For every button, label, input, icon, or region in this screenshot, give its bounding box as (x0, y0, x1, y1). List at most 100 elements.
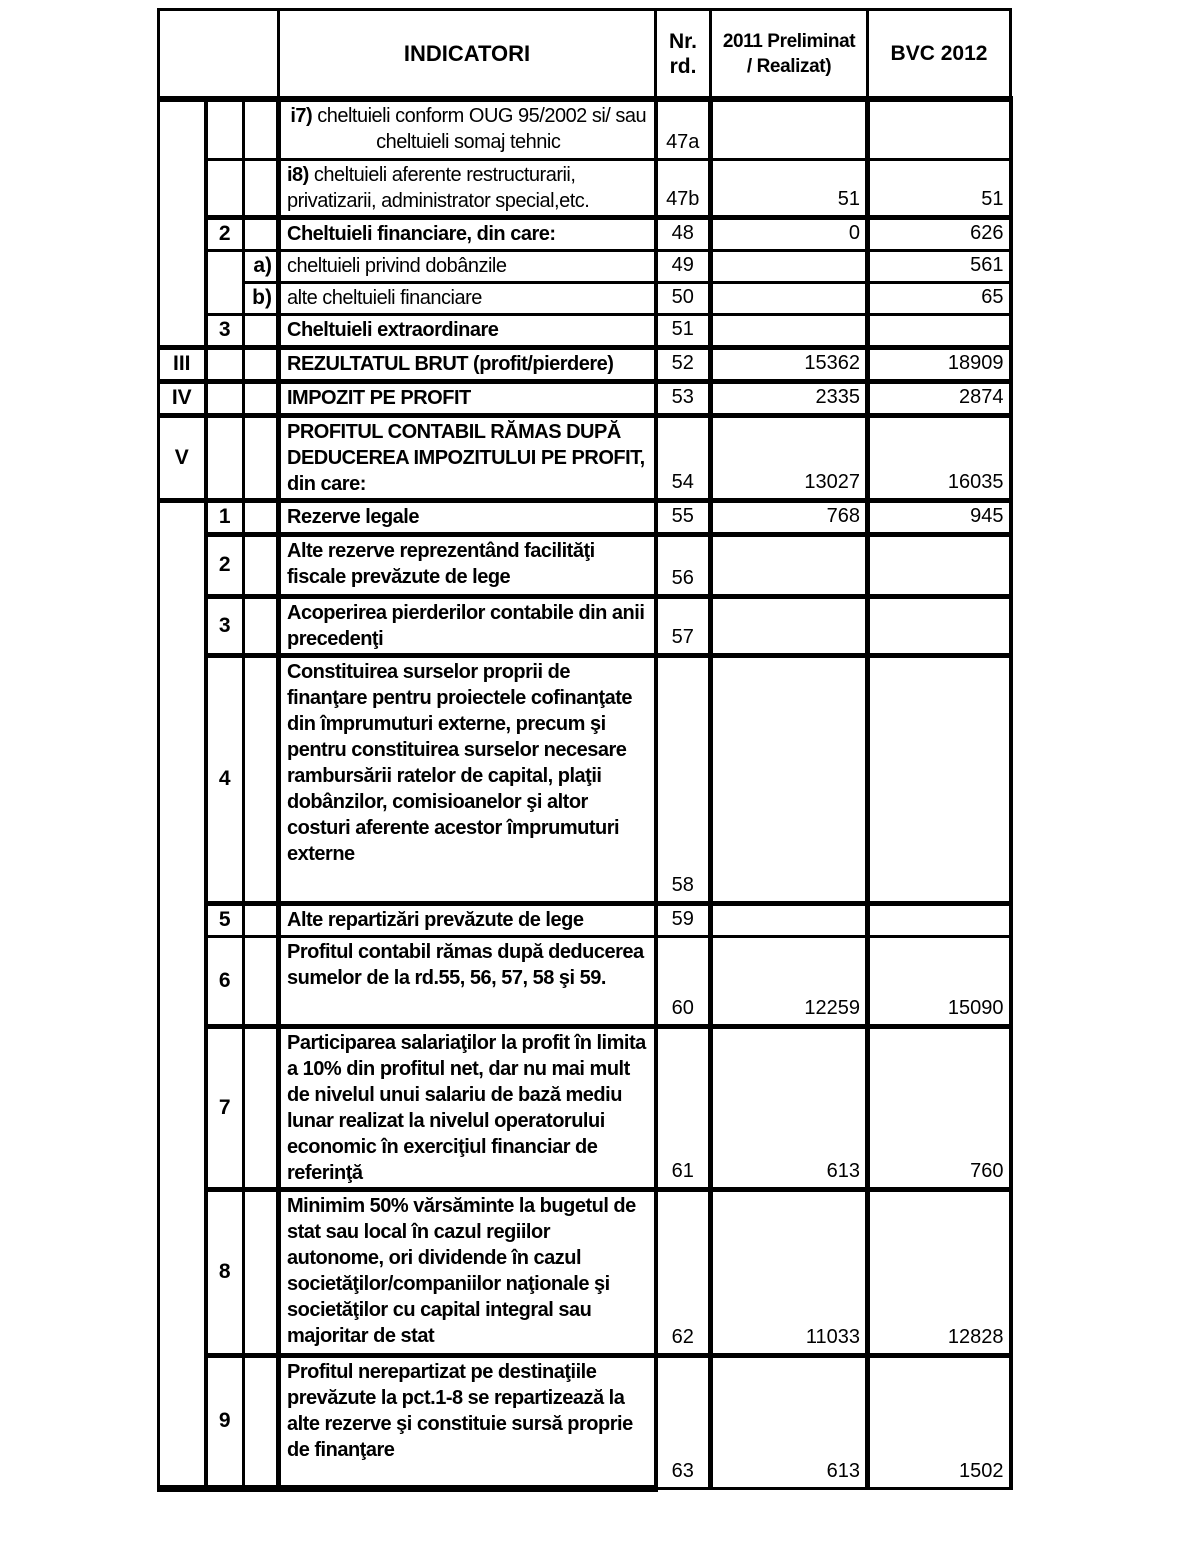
cell-nr-rd: 60 (654, 934, 713, 1028)
cell-num: 5 (204, 900, 245, 938)
cell-2011 (709, 593, 870, 657)
cell-nr-rd: 55 (654, 497, 713, 536)
cell-bvc2012: 1502 (866, 1352, 1013, 1490)
cell-indicator: Profitul nerepartizat pe destinaţiile pr… (277, 1352, 658, 1492)
cell-letter (242, 344, 281, 383)
cell-2011: 13027 (709, 412, 870, 502)
cell-letter (242, 531, 281, 598)
cell-2011 (709, 97, 870, 161)
cell-bvc2012: 760 (866, 1023, 1013, 1191)
cell-bvc2012: 561 (866, 248, 1013, 284)
cell-num (204, 97, 245, 161)
header-empty-cell (157, 8, 280, 102)
row-47b: i8) cheltuieli aferente restructurarii, … (159, 157, 1013, 219)
cell-2011 (709, 652, 870, 905)
cell-indicator: Alte rezerve reprezentând facilităţi fis… (277, 531, 658, 598)
cell-letter: b) (242, 280, 281, 316)
cell-bvc2012: 18909 (866, 344, 1013, 383)
cell-bvc2012 (866, 97, 1013, 161)
column-header-nr-rd: Nr. rd. (654, 8, 712, 102)
cell-num-merged (204, 248, 245, 316)
cell-letter (242, 1023, 281, 1191)
cell-nr-rd: 61 (654, 1023, 713, 1191)
cell-letter (242, 497, 281, 536)
cell-letter (242, 214, 281, 252)
cell-bvc2012: 65 (866, 280, 1013, 316)
cell-2011: 12259 (709, 934, 870, 1028)
row-58: 4 Constituirea surselor proprii de finan… (159, 652, 1013, 905)
cell-2011: 613 (709, 1023, 870, 1191)
cell-indicator: Alte repartizări prevăzute de lege (277, 900, 658, 938)
cell-nr-rd: 63 (654, 1352, 713, 1490)
row-47a: i7) cheltuieli conform OUG 95/2002 si/ s… (157, 97, 1013, 349)
cell-indicator: REZULTATUL BRUT (profit/pierdere) (277, 344, 658, 383)
cell-indicator: Rezerve legale (277, 497, 658, 536)
cell-letter (242, 1186, 281, 1357)
cell-indicator: IMPOZIT PE PROFIT (277, 378, 658, 417)
cell-2011 (709, 531, 870, 598)
cell-2011: 0 (709, 214, 870, 252)
cell-num (204, 378, 245, 417)
cell-indicator: Cheltuieli financiare, din care: (277, 214, 658, 252)
cell-nr-rd: 58 (654, 652, 713, 905)
cell-indicator: Cheltuieli extraordinare (277, 312, 658, 349)
cell-num: 1 (204, 497, 245, 536)
cell-nr-rd: 50 (654, 280, 713, 316)
cell-num: 8 (204, 1186, 245, 1357)
cell-bvc2012 (866, 652, 1013, 905)
cell-letter (242, 593, 281, 657)
row-57: 3 Acoperirea pierderilor contabile din a… (159, 593, 1013, 657)
cell-num: 2 (204, 531, 245, 598)
cell-2011: 768 (709, 497, 870, 536)
cell-bvc2012: 945 (866, 497, 1013, 536)
cell-indicator: alte cheltuieli financiare (277, 280, 658, 316)
cell-letter (242, 652, 281, 905)
cell-indicator: cheltuieli privind dobânzile (277, 248, 658, 284)
cell-roman-group-ii (157, 97, 208, 349)
cell-2011: 15362 (709, 344, 870, 383)
cell-roman-group-v (157, 497, 208, 1492)
cell-bvc2012 (866, 312, 1013, 349)
row-59: 5 Alte repartizări prevăzute de lege 59 (159, 900, 1013, 938)
cell-2011 (709, 280, 870, 316)
cell-nr-rd: 54 (654, 412, 713, 502)
row-56: 2 Alte rezerve reprezentând facilităţi f… (159, 531, 1013, 598)
cell-letter (242, 934, 281, 1028)
cell-2011 (709, 312, 870, 349)
row-63: 9 Profitul nerepartizat pe destinaţiile … (159, 1352, 1013, 1492)
cell-indicator: Profitul contabil rămas după deducerea s… (277, 934, 658, 1028)
cell-letter (242, 97, 281, 161)
cell-roman: III (157, 344, 208, 383)
cell-letter (242, 157, 281, 219)
cell-nr-rd: 48 (654, 214, 713, 252)
cell-bvc2012 (866, 593, 1013, 657)
cell-letter (242, 378, 281, 417)
cell-roman: IV (157, 378, 208, 417)
budget-table: INDICATORI Nr. rd. 2011 Preliminat / Rea… (157, 8, 1013, 1492)
nr-line1: Nr. (668, 29, 697, 53)
cell-indicator: i8) cheltuieli aferente restructurarii, … (277, 157, 658, 219)
cell-nr-rd: 53 (654, 378, 713, 417)
cell-bvc2012: 626 (866, 214, 1013, 252)
cell-nr-rd: 52 (654, 344, 713, 383)
cell-indicator: Constituirea surselor proprii de finanţa… (277, 652, 658, 905)
nr-line2: rd. (669, 54, 697, 78)
cell-2011: 11033 (709, 1186, 870, 1357)
cell-2011: 613 (709, 1352, 870, 1490)
cell-nr-rd: 56 (654, 531, 713, 598)
cell-2011: 51 (709, 157, 870, 219)
row-49: a) cheltuieli privind dobânzile 49 561 (159, 248, 1013, 316)
cell-nr-rd: 49 (654, 248, 713, 284)
header-row: INDICATORI Nr. rd. 2011 Preliminat / Rea… (157, 8, 1012, 102)
cell-num: 9 (204, 1352, 245, 1492)
row-54: V PROFITUL CONTABIL RĂMAS DUPĂ DEDUCEREA… (157, 412, 1013, 502)
cell-nr-rd: 47a (654, 97, 713, 161)
column-header-2011-preliminat: 2011 Preliminat / Realizat) (709, 8, 869, 102)
cell-bvc2012: 15090 (866, 934, 1013, 1028)
cell-bvc2012: 51 (866, 157, 1013, 219)
cell-num: 2 (204, 214, 245, 252)
cell-nr-rd: 62 (654, 1186, 713, 1357)
cell-letter (242, 412, 281, 502)
table-header: INDICATORI Nr. rd. 2011 Preliminat / Rea… (157, 8, 1012, 102)
cell-num: 3 (204, 312, 245, 349)
